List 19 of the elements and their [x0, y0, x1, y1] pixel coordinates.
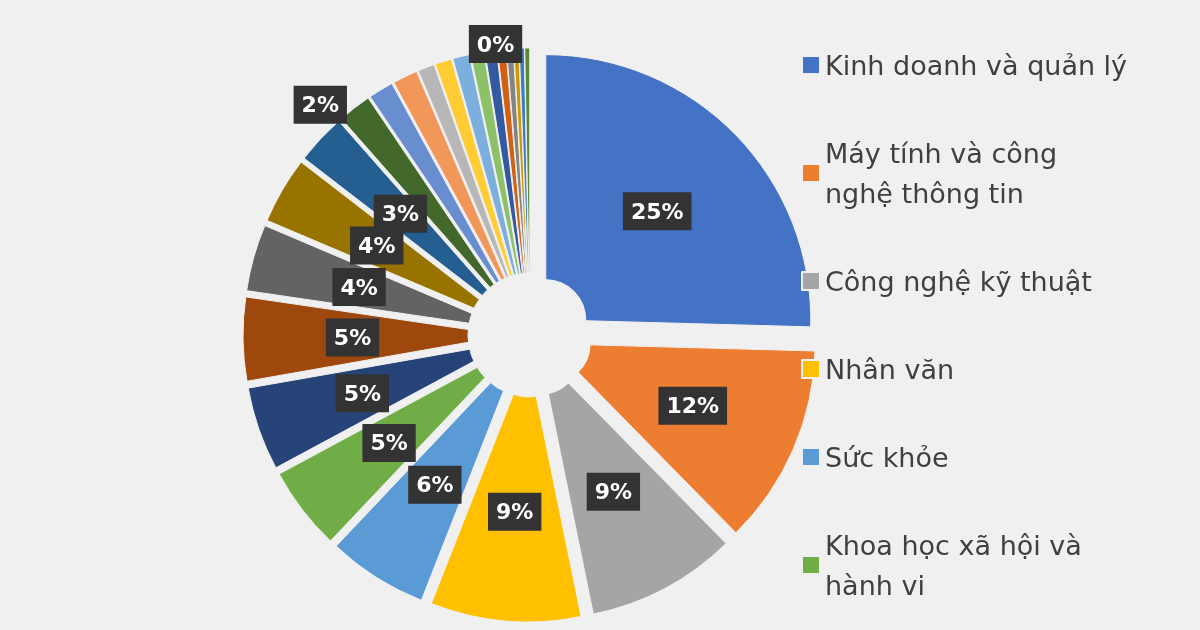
- data-label: 25%: [630, 198, 684, 224]
- data-label: 12%: [666, 393, 720, 419]
- data-label: 5%: [343, 380, 381, 406]
- data-label: 6%: [416, 472, 454, 498]
- data-label: 4%: [358, 232, 396, 258]
- data-label: 9%: [594, 479, 633, 505]
- data-label: 9%: [496, 499, 534, 525]
- legend-label: Sức khỏe: [825, 441, 949, 473]
- data-label: 3%: [381, 201, 420, 227]
- data-label: 5%: [333, 325, 372, 351]
- data-label: 5%: [370, 430, 408, 456]
- data-label: 0%: [476, 31, 515, 57]
- legend-label: Khoa học xã hội và hành vi: [825, 529, 1091, 601]
- data-label: 2%: [301, 92, 339, 118]
- legend-label: Máy tính và công nghệ thông tin: [825, 137, 1066, 209]
- legend-label: Kinh doanh và quản lý: [825, 49, 1128, 81]
- legend-label: Công nghệ kỹ thuật: [825, 265, 1092, 297]
- data-label: 4%: [340, 274, 378, 300]
- legend-label: Nhân văn: [825, 353, 955, 385]
